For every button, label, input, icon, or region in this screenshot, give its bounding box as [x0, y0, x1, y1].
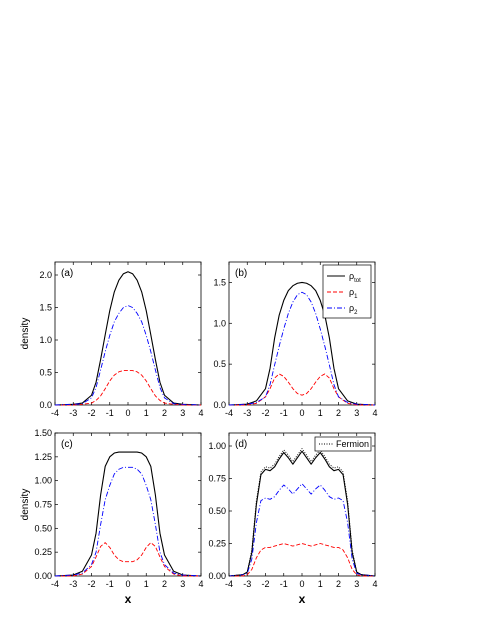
x-tick-label: 3	[354, 408, 359, 418]
x-tick-label: 4	[198, 408, 203, 418]
panel-label: (a)	[61, 268, 73, 279]
y-tick-label: 1.5	[39, 303, 52, 313]
x-tick-label: 1	[144, 408, 149, 418]
y-tick-label: 0.5	[39, 368, 52, 378]
x-tick-label: 1	[318, 579, 323, 589]
series-line-r2	[228, 291, 376, 406]
y-axis-label: density	[20, 318, 31, 350]
x-tick-label: 3	[180, 408, 185, 418]
y-tick-label: 0.0	[213, 400, 226, 410]
series-line-r2	[54, 305, 202, 406]
y-tick-label: 0.25	[34, 547, 52, 557]
x-tick-label: -1	[280, 408, 288, 418]
plot-frame	[54, 432, 202, 577]
series-line-r2	[54, 466, 202, 577]
y-tick-label: 0.75	[34, 500, 52, 510]
plot-frame	[54, 261, 202, 406]
y-tick-label: 0.25	[208, 539, 226, 549]
y-tick-label: 1.00	[34, 476, 52, 486]
y-tick-label: 0.50	[34, 523, 52, 533]
x-tick-label: 2	[336, 408, 341, 418]
x-tick-label: -4	[51, 408, 59, 418]
x-tick-label: 3	[354, 579, 359, 589]
x-tick-label: -2	[261, 579, 269, 589]
x-tick-label: -1	[106, 408, 114, 418]
series-line-fermion	[228, 448, 376, 577]
panel-label: (c)	[61, 439, 73, 450]
x-tick-label: -2	[87, 408, 95, 418]
x-tick-label: 1	[318, 408, 323, 418]
series-line-tot	[54, 451, 202, 577]
x-tick-label: 0	[299, 408, 304, 418]
panel-b: -4 -3 -2 -1 0 1 2 3 4 0.0 0.5 1.0 1.5 (b) ρtot ρ1 ρ2	[213, 261, 378, 418]
legend-label-r2: ρ2	[349, 303, 358, 316]
y-tick-label: 0.50	[208, 506, 226, 516]
x-tick-label: -2	[261, 408, 269, 418]
x-tick-label: 2	[336, 579, 341, 589]
x-tick-label: 1	[144, 579, 149, 589]
x-tick-label: 2	[162, 408, 167, 418]
series-line-tot	[228, 450, 376, 577]
series-line-tot	[228, 281, 376, 406]
y-tick-label: 1.0	[39, 335, 52, 345]
y-tick-label: 1.50	[34, 428, 52, 438]
y-tick-label: 0.75	[208, 474, 226, 484]
series-line-tot	[54, 271, 202, 406]
y-tick-label: 2.0	[39, 270, 52, 280]
y-tick-label: 0.5	[213, 359, 226, 369]
x-tick-label: -4	[225, 408, 233, 418]
series-line-r1	[229, 543, 375, 577]
x-axis-label: x	[125, 592, 132, 606]
y-tick-label: 0.0	[39, 400, 52, 410]
panel-a: -4 -3 -2 -1 0 1 2 3 4 0.0 0.5 1.0 1.5 2.0 (a) density	[20, 261, 204, 418]
legend-label-fermion: Fermion	[336, 439, 369, 449]
y-axis-label: density	[20, 489, 31, 521]
y-tick-label: 0.00	[34, 571, 52, 581]
y-tick-label: 1.0	[213, 318, 226, 328]
x-tick-label: -3	[69, 579, 77, 589]
x-tick-label: -3	[243, 408, 251, 418]
series-line-r1	[55, 542, 201, 577]
x-tick-label: 0	[125, 408, 130, 418]
legend-label-r1: ρ1	[349, 287, 358, 300]
series-line-r2	[228, 483, 376, 577]
x-tick-label: -1	[280, 579, 288, 589]
x-tick-label: 4	[372, 579, 377, 589]
series-line-r1	[55, 370, 201, 406]
x-tick-label: 0	[125, 579, 130, 589]
y-tick-label: 0.00	[208, 571, 226, 581]
x-tick-label: -4	[51, 579, 59, 589]
x-tick-label: 2	[162, 579, 167, 589]
x-tick-label: -2	[87, 579, 95, 589]
x-tick-label: 4	[372, 408, 377, 418]
y-tick-label: 1.5	[213, 277, 226, 287]
x-tick-label: 4	[198, 579, 203, 589]
legend-label-tot: ρtot	[349, 271, 361, 284]
series-line-r1	[229, 373, 375, 406]
panel-d: -4 -3 -2 -1 0 1 2 3 4 0.00 0.25 0.50 0.75 1.00 (d) x Fer…	[208, 432, 378, 606]
y-tick-label: 1.00	[208, 441, 226, 451]
panel-c: -4 -3 -2 -1 0 1 2 3 4 0.00 0.25 0.50 0.75 1.00 1.25 1.5…	[20, 428, 204, 606]
panel-label: (b)	[235, 268, 247, 279]
x-tick-label: -1	[106, 579, 114, 589]
x-tick-label: 3	[180, 579, 185, 589]
x-axis-label: x	[299, 592, 306, 606]
x-tick-label: 0	[299, 579, 304, 589]
y-tick-label: 1.25	[34, 452, 52, 462]
x-tick-label: -4	[225, 579, 233, 589]
panel-label: (d)	[235, 439, 247, 450]
legend-box	[314, 436, 372, 452]
x-tick-label: -3	[243, 579, 251, 589]
x-tick-label: -3	[69, 408, 77, 418]
